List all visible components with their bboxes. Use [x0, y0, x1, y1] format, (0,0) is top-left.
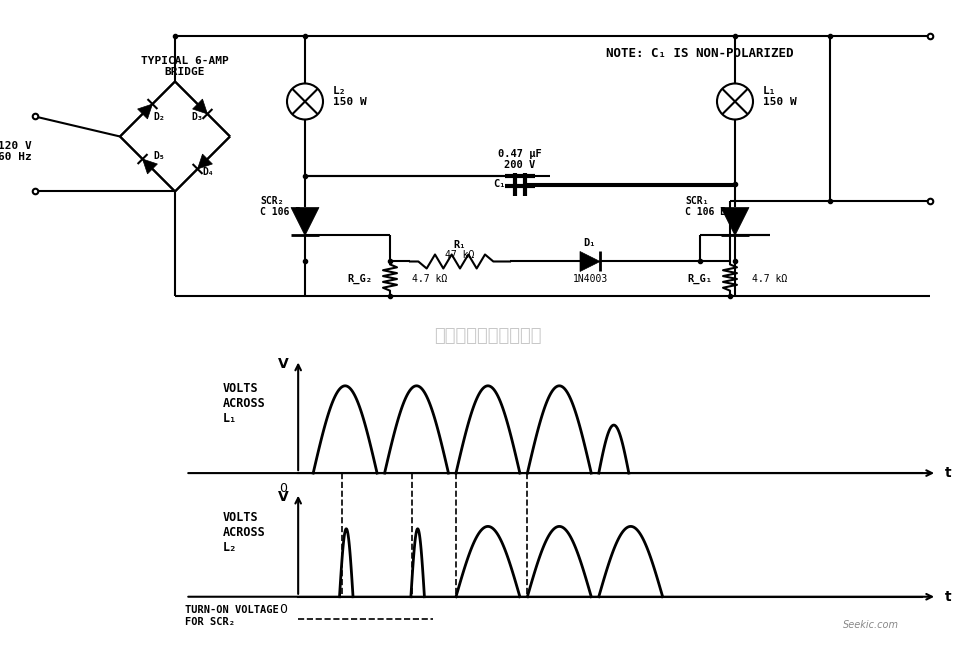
Text: 0.47 μF
200 V: 0.47 μF 200 V [498, 149, 542, 170]
Text: VOLTS
ACROSS
L₂: VOLTS ACROSS L₂ [223, 511, 265, 553]
Text: V: V [278, 490, 289, 504]
Text: 47 kΩ: 47 kΩ [445, 250, 474, 260]
Text: t: t [945, 466, 951, 480]
Text: 1N4003: 1N4003 [572, 274, 608, 284]
Text: D₅: D₅ [153, 151, 165, 161]
Polygon shape [197, 154, 213, 169]
Text: R_G₁: R_G₁ [687, 274, 712, 284]
Text: R_G₂: R_G₂ [347, 274, 372, 284]
Text: R₁: R₁ [454, 240, 467, 250]
Text: C₁: C₁ [494, 180, 507, 190]
Polygon shape [138, 104, 152, 119]
Text: TURN-ON VOLTAGE
FOR SCR₂: TURN-ON VOLTAGE FOR SCR₂ [185, 605, 279, 627]
Text: 4.7 kΩ: 4.7 kΩ [412, 274, 447, 284]
Text: 杭州将睽科技有限公司: 杭州将睽科技有限公司 [434, 328, 542, 346]
Text: V: V [278, 357, 289, 371]
Text: L₂
150 W: L₂ 150 W [333, 86, 367, 107]
Text: D₄: D₄ [202, 167, 214, 177]
Polygon shape [142, 159, 157, 174]
Text: SCR₂
C 106 B: SCR₂ C 106 B [260, 196, 302, 217]
Text: TYPICAL 6-AMP
BRIDGE: TYPICAL 6-AMP BRIDGE [142, 56, 229, 77]
Text: 4.7 kΩ: 4.7 kΩ [752, 274, 788, 284]
Text: SCR₁
C 106 B: SCR₁ C 106 B [685, 196, 726, 217]
Text: t: t [945, 589, 951, 604]
Text: 0: 0 [279, 603, 287, 616]
Text: Seekic.com: Seekic.com [843, 620, 900, 630]
Text: 120 V
60 Hz: 120 V 60 Hz [0, 141, 32, 163]
Text: NOTE: C₁ IS NON-POLARIZED: NOTE: C₁ IS NON-POLARIZED [606, 47, 793, 60]
Text: VOLTS
ACROSS
L₁: VOLTS ACROSS L₁ [223, 382, 265, 426]
Polygon shape [721, 208, 749, 236]
Text: D₁: D₁ [584, 238, 596, 248]
Polygon shape [291, 208, 319, 236]
Text: L₁
150 W: L₁ 150 W [763, 86, 796, 107]
Text: 0: 0 [279, 482, 287, 495]
Text: D₂: D₂ [153, 113, 165, 123]
Text: D₃: D₃ [191, 113, 203, 123]
Polygon shape [192, 99, 208, 114]
Polygon shape [580, 252, 600, 272]
